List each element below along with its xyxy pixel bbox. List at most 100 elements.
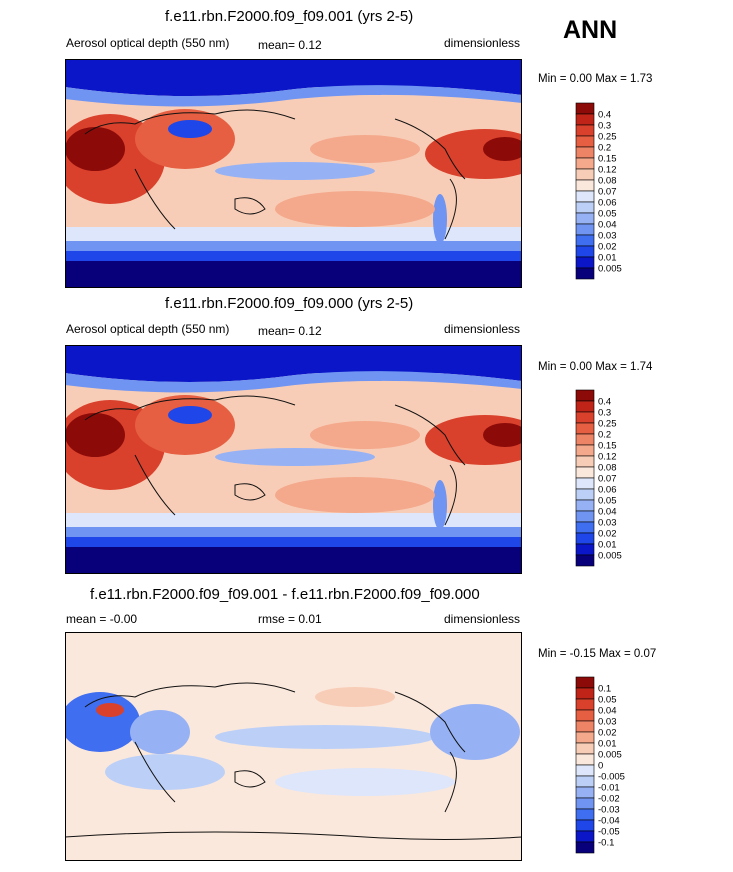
colorbar-1-label: 0.06: [598, 198, 617, 209]
colorbar-3-label: -0.05: [598, 827, 620, 838]
panel-1-title: f.e11.rbn.F2000.f09_f09.001 (yrs 2-5): [165, 8, 414, 25]
panel-3-map: [65, 632, 522, 861]
colorbar-1-box-15: [575, 267, 595, 280]
colorbar-2-label: 0.25: [598, 419, 617, 430]
map-1-andes-low: [433, 194, 447, 244]
colorbar-2-box-4: [575, 433, 595, 446]
colorbar-2-label: 0.08: [598, 463, 617, 474]
colorbar-1-box-4: [575, 146, 595, 159]
colorbar-3-box-3: [575, 709, 595, 722]
colorbar-2-box-11: [575, 510, 595, 523]
colorbar-2-label: 0.3: [598, 408, 611, 419]
colorbar-2-box-9: [575, 488, 595, 501]
colorbar-2-box-7: [575, 466, 595, 479]
panel-2-units: dimensionless: [444, 322, 521, 336]
map-1-arctic: [65, 59, 522, 97]
colorbar-1-label: 0.04: [598, 220, 617, 231]
map-2-asia-haze: [135, 395, 235, 455]
colorbar-1-box-3: [575, 135, 595, 148]
colorbar-3-box-13: [575, 819, 595, 832]
map-1-tibet: [168, 120, 212, 138]
colorbar-1-label: 0.08: [598, 176, 617, 187]
colorbar-3-box-6: [575, 742, 595, 755]
map-2-band-south-4: [65, 547, 522, 574]
panel-2-colorbar: 0.40.30.250.20.150.120.080.070.060.050.0…: [575, 389, 622, 567]
colorbar-3-box-2: [575, 698, 595, 711]
map-3-antarctic: [65, 837, 522, 861]
colorbar-3-label: -0.01: [598, 783, 620, 794]
colorbar-2-label: 0.02: [598, 529, 617, 540]
panel-3-units: dimensionless: [444, 612, 521, 626]
panel-2-title: f.e11.rbn.F2000.f09_f09.000 (yrs 2-5): [165, 295, 414, 312]
colorbar-2-box-13: [575, 532, 595, 545]
colorbar-3-label: -0.1: [598, 838, 614, 849]
colorbar-1-box-1: [575, 113, 595, 126]
colorbar-2-box-2: [575, 411, 595, 424]
colorbar-3-label: 0.01: [598, 739, 617, 750]
colorbar-2-label: 0.03: [598, 518, 617, 529]
map-2-tibet: [168, 406, 212, 424]
map-1-asia-haze: [135, 109, 235, 169]
colorbar-3-label: 0.04: [598, 706, 617, 717]
map-3-indian-ocean: [105, 754, 225, 790]
map-2-sahara-core: [65, 413, 125, 457]
map-1-sahara-core: [65, 127, 125, 171]
colorbar-1-label: 0.25: [598, 132, 617, 143]
colorbar-1-box-8: [575, 190, 595, 203]
colorbar-3-box-4: [575, 720, 595, 733]
colorbar-2-box-5: [575, 444, 595, 457]
colorbar-2-label: 0.4: [598, 397, 611, 408]
map-1-atlantic-core: [483, 137, 522, 161]
colorbar-1-box-12: [575, 234, 595, 247]
colorbar-1-label: 0.4: [598, 110, 611, 121]
colorbar-3-box-10: [575, 786, 595, 799]
colorbar-3-label: -0.03: [598, 805, 620, 816]
map-3-north-pacific-pos: [315, 687, 395, 707]
colorbar-1-box-11: [575, 223, 595, 236]
colorbar-1-box-7: [575, 179, 595, 192]
colorbar-2-box-14: [575, 543, 595, 556]
map-3-mideast-pos: [96, 703, 124, 717]
panel-2-left-label: Aerosol optical depth (550 nm): [66, 322, 230, 336]
colorbar-3-box-0: [575, 676, 595, 689]
panel-1-colorbar: 0.40.30.250.20.150.120.080.070.060.050.0…: [575, 102, 622, 280]
map-2-pacific-band: [310, 421, 420, 449]
map-1-itcz-low: [215, 162, 375, 180]
colorbar-1-label: 0.005: [598, 264, 622, 275]
colorbar-1-box-6: [575, 168, 595, 181]
colorbar-1-label: 0.3: [598, 121, 611, 132]
colorbar-2-label: 0.15: [598, 441, 617, 452]
colorbar-1-label: 0.2: [598, 143, 611, 154]
map-2-atlantic-core: [483, 423, 522, 447]
map-3-pacific-band: [215, 725, 435, 749]
panel-3-mean: mean = -0.00: [66, 612, 138, 626]
colorbar-1-box-13: [575, 245, 595, 258]
panel-3-title: f.e11.rbn.F2000.f09_f09.001 - f.e11.rbn.…: [90, 586, 480, 603]
map-2-coastlines: [84, 395, 466, 526]
colorbar-1-label: 0.02: [598, 242, 617, 253]
colorbar-3-label: -0.02: [598, 794, 620, 805]
colorbar-2-box-0: [575, 389, 595, 402]
map-1-band-south-4: [65, 261, 522, 288]
colorbar-3-box-8: [575, 764, 595, 777]
colorbar-3-label: 0.005: [598, 750, 622, 761]
colorbar-2-label: 0.05: [598, 496, 617, 507]
colorbar-3-box-14: [575, 830, 595, 843]
colorbar-2-box-8: [575, 477, 595, 490]
colorbar-3-box-1: [575, 687, 595, 700]
map-2-north-fringe: [65, 371, 522, 393]
panel-1-units: dimensionless: [444, 36, 521, 50]
map-1-pacific-band: [310, 135, 420, 163]
colorbar-1-box-9: [575, 201, 595, 214]
colorbar-3-label: 0.02: [598, 728, 617, 739]
colorbar-1-box-0: [575, 102, 595, 115]
colorbar-3-label: -0.04: [598, 816, 620, 827]
map-2-arctic: [65, 345, 522, 383]
map-2-southern-pacific: [275, 477, 435, 513]
colorbar-3-label: 0.1: [598, 684, 611, 695]
colorbar-2-box-6: [575, 455, 595, 468]
map-2-itcz-low: [215, 448, 375, 466]
colorbar-3-box-9: [575, 775, 595, 788]
colorbar-2-box-3: [575, 422, 595, 435]
colorbar-2-label: 0.06: [598, 485, 617, 496]
